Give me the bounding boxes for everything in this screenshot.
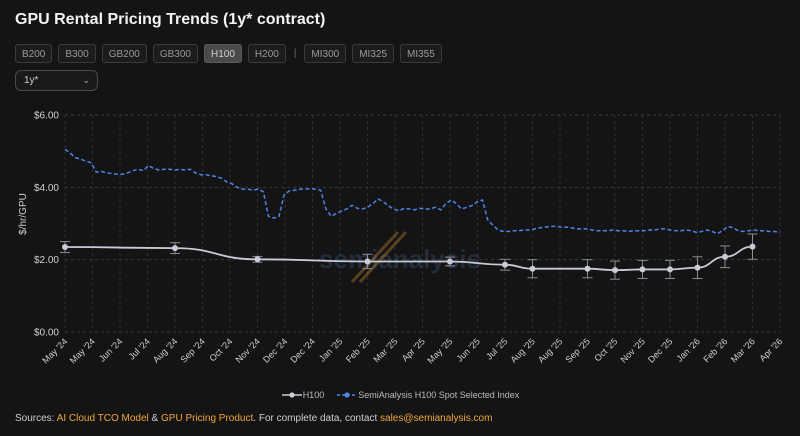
legend-label-spot-index: SemiAnalysis H100 Spot Selected Index [358, 390, 520, 400]
x-tick-label: Feb '26 [701, 336, 729, 364]
h100-point[interactable] [529, 265, 536, 272]
footer-amp: & [148, 413, 162, 424]
h100-point[interactable] [612, 267, 618, 274]
h100-point[interactable] [172, 245, 178, 252]
tab-separator: | [293, 48, 297, 59]
legend-marker-spot-index-icon [337, 392, 358, 398]
x-tick-label: Oct '24 [207, 336, 234, 363]
chevron-down-icon: ⌄ [82, 75, 90, 85]
x-tick-label: Aug '24 [151, 336, 179, 364]
tab-mi325[interactable]: MI325 [352, 44, 395, 63]
x-tick-label: Jan '25 [317, 336, 344, 363]
contract-select-value: 1y* [24, 75, 39, 86]
h100-point[interactable] [584, 265, 591, 272]
link-sales-email[interactable]: sales@semianalysis.com [380, 413, 493, 424]
watermark-logo-icon [350, 230, 408, 284]
h100-point[interactable] [447, 258, 453, 265]
tab-mi300[interactable]: MI300 [304, 44, 347, 63]
x-tick-label: Apr '25 [400, 336, 427, 363]
x-tick-label: Oct '25 [592, 336, 619, 363]
h100-point[interactable] [254, 256, 261, 263]
tab-h200[interactable]: H200 [247, 44, 286, 63]
spot-index-line [64, 148, 781, 235]
legend-marker-h100-icon [281, 392, 302, 398]
x-tick-label: May '25 [425, 336, 454, 365]
link-gpu-pricing-product[interactable]: GPU Pricing Product [161, 413, 254, 424]
x-tick-label: Nov '24 [233, 336, 261, 364]
series-spot-index [64, 148, 781, 235]
h100-point[interactable] [502, 261, 508, 268]
tab-mi355[interactable]: MI355 [400, 44, 442, 63]
footer-middle: . For complete data, contact [253, 413, 381, 424]
x-tick-label: Sep '25 [563, 336, 591, 364]
footer-sources: Sources: AI Cloud TCO Model & GPU Pricin… [15, 413, 492, 424]
watermark-text: semianalysis [319, 244, 481, 274]
y-tick-label: $2.00 [34, 255, 59, 266]
tab-gb300[interactable]: GB300 [152, 44, 198, 63]
y-tick-label: $6.00 [34, 111, 59, 122]
contract-select[interactable]: 1y* ⌄ [15, 70, 98, 91]
legend-item-h100[interactable]: H100 [281, 390, 325, 400]
x-tick-label: Nov '25 [618, 336, 646, 364]
y-tick-label: $4.00 [34, 183, 59, 194]
y-axis-label: $/hr/GPU [18, 193, 29, 235]
h100-point[interactable] [722, 253, 728, 260]
x-tick-label: Apr '26 [757, 336, 784, 363]
x-tick-label: Mar '25 [371, 336, 399, 364]
x-tick-label: Feb '25 [344, 336, 372, 364]
series-h100 [60, 233, 758, 280]
x-tick-label: Jul '25 [484, 336, 509, 361]
x-tick-label: May '24 [40, 336, 69, 365]
tab-h100[interactable]: H100 [204, 44, 242, 63]
x-tick-label: Dec '25 [646, 336, 674, 364]
x-tick-label: Jul '24 [127, 336, 152, 361]
x-tick-label: Jan '26 [675, 336, 702, 363]
chart-legend: H100 SemiAnalysis H100 Spot Selected Ind… [0, 390, 800, 400]
h100-point[interactable] [62, 244, 68, 251]
tab-b300[interactable]: B300 [58, 44, 96, 63]
h100-point[interactable] [364, 258, 371, 265]
x-tick-label: Jun '25 [455, 336, 482, 363]
x-tick-label: Dec '24 [261, 336, 289, 364]
h100-point[interactable] [639, 266, 646, 273]
h100-point[interactable] [694, 264, 701, 271]
gpu-tabs: B200 B300 GB200 GB300 H100 H200 | MI300 … [15, 44, 448, 63]
h100-point[interactable] [667, 266, 673, 273]
x-tick-label: Sep '24 [178, 336, 206, 364]
page-title: GPU Rental Pricing Trends (1y* contract) [15, 11, 326, 28]
tab-b200[interactable]: B200 [15, 44, 53, 63]
tab-gb200[interactable]: GB200 [101, 44, 147, 63]
x-tick-label: Mar '26 [729, 336, 757, 364]
h100-point[interactable] [749, 243, 756, 250]
x-tick-label: Dec '24 [288, 336, 316, 364]
chart-grid [64, 114, 781, 333]
y-axis: $0.00 $2.00 $4.00 $6.00 [34, 111, 59, 339]
x-tick-label: Aug '25 [536, 336, 564, 364]
y-tick-label: $0.00 [34, 328, 59, 339]
legend-item-spot-index[interactable]: SemiAnalysis H100 Spot Selected Index [336, 390, 519, 400]
legend-label-h100: H100 [302, 390, 325, 400]
x-tick-label: Aug '25 [508, 336, 536, 364]
link-ai-cloud-tco-model[interactable]: AI Cloud TCO Model [56, 413, 149, 424]
footer-prefix: Sources: [15, 413, 57, 424]
x-tick-label: May '24 [68, 336, 97, 365]
x-tick-label: Jun '24 [97, 336, 124, 363]
